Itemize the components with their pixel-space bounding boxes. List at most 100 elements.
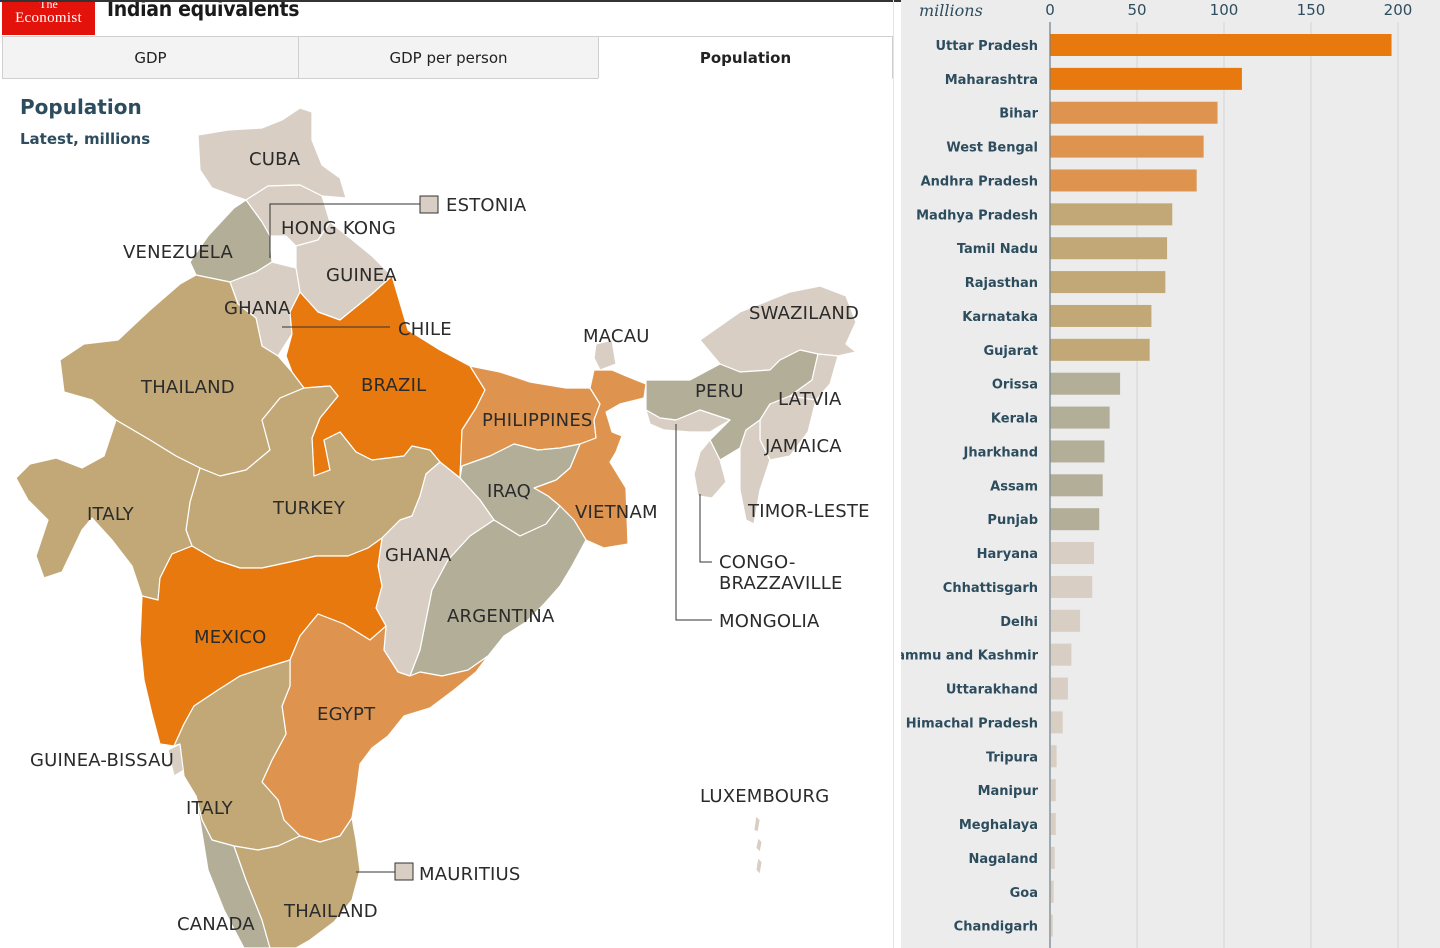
state-label-himachal-pradesh: Himachal Pradesh xyxy=(906,716,1038,731)
bar-nagaland[interactable] xyxy=(1050,846,1055,869)
state-label-goa: Goa xyxy=(1010,886,1038,901)
map-label-ghana: GHANA xyxy=(224,298,291,319)
region-meghalaya[interactable] xyxy=(645,409,731,433)
logo-line-1: The xyxy=(39,0,58,11)
region-tamil-nadu[interactable] xyxy=(233,817,361,948)
map-label-mexico: MEXICO xyxy=(194,627,266,648)
map-label-canada: CANADA xyxy=(177,914,255,935)
map-label-brazil: BRAZIL xyxy=(361,375,426,396)
map-label-brazzaville: BRAZZAVILLE xyxy=(719,573,843,594)
map-label-vietnam: VIETNAM xyxy=(575,502,658,523)
state-label-karnataka: Karnataka xyxy=(962,310,1038,325)
state-label-andhra-pradesh: Andhra Pradesh xyxy=(921,174,1038,189)
state-label-nagaland: Nagaland xyxy=(968,852,1038,867)
bar-maharashtra[interactable] xyxy=(1050,67,1242,90)
tab-population[interactable]: Population xyxy=(598,36,893,79)
header-bar: The Economist Indian equivalents xyxy=(0,0,893,36)
bar-west-bengal[interactable] xyxy=(1050,135,1204,158)
tab-gdp-per-person[interactable]: GDP per person xyxy=(298,36,599,79)
bar-madhya-pradesh[interactable] xyxy=(1050,203,1173,226)
bar-jharkhand[interactable] xyxy=(1050,440,1105,463)
region-tripura[interactable] xyxy=(693,439,727,499)
map-label-iraq: IRAQ xyxy=(487,481,531,502)
bar-rajasthan[interactable] xyxy=(1050,271,1166,294)
x-tick-label-100: 100 xyxy=(1210,1,1239,19)
bar-uttar-pradesh[interactable] xyxy=(1050,34,1392,56)
state-label-maharashtra: Maharashtra xyxy=(945,73,1038,88)
state-label-manipur: Manipur xyxy=(978,784,1039,799)
chart-axis-ticks: 0 50 100 150 200 millions xyxy=(919,1,1412,20)
state-label-tripura: Tripura xyxy=(986,750,1038,765)
bar-delhi[interactable] xyxy=(1050,609,1081,632)
region-west-bengal[interactable] xyxy=(533,369,647,549)
map-label-guinea-bissau: GUINEA-BISSAU xyxy=(30,750,174,771)
state-label-west-bengal: West Bengal xyxy=(946,141,1038,156)
map-label-mauritius: MAURITIUS xyxy=(419,864,521,885)
bar-orissa[interactable] xyxy=(1050,372,1121,395)
map-label-luxembourg: LUXEMBOURG xyxy=(700,786,829,807)
map-label-swaziland: SWAZILAND xyxy=(749,303,859,324)
map-label-turkey: TURKEY xyxy=(272,498,346,519)
bar-meghalaya[interactable] xyxy=(1050,813,1056,836)
map-label-thailand: THAILAND xyxy=(283,901,378,922)
state-label-bihar: Bihar xyxy=(999,107,1038,122)
bar-himachal-pradesh[interactable] xyxy=(1050,711,1063,734)
map-label-mongolia: MONGOLIA xyxy=(719,611,820,632)
x-axis-unit-label: millions xyxy=(919,1,983,20)
bar-tripura[interactable] xyxy=(1050,745,1057,768)
bar-manipur[interactable] xyxy=(1050,779,1056,802)
region-jammu-kashmir[interactable] xyxy=(197,107,347,201)
tab-gdp[interactable]: GDP xyxy=(2,36,299,79)
state-label-chhattisgarh: Chhattisgarh xyxy=(943,581,1038,596)
bar-jammu-and-kashmir[interactable] xyxy=(1050,643,1072,666)
bar-kerala[interactable] xyxy=(1050,406,1110,429)
map-label-venezuela: VENEZUELA xyxy=(123,242,233,263)
lakshadweep-islands xyxy=(753,815,763,875)
state-label-haryana: Haryana xyxy=(977,547,1038,562)
region-sikkim[interactable] xyxy=(593,339,617,371)
map-label-congo: CONGO- xyxy=(719,552,796,573)
state-label-kerala: Kerala xyxy=(991,412,1038,427)
bar-chandigarh[interactable] xyxy=(1050,914,1053,937)
bar-andhra-pradesh[interactable] xyxy=(1050,169,1197,192)
map-label-italy: ITALY xyxy=(87,504,135,525)
state-label-rajasthan: Rajasthan xyxy=(965,276,1038,291)
state-label-madhya-pradesh: Madhya Pradesh xyxy=(916,208,1038,223)
map-label-thailand: THAILAND xyxy=(140,377,235,398)
state-label-delhi: Delhi xyxy=(1000,615,1038,630)
bar-uttarakhand[interactable] xyxy=(1050,677,1068,700)
india-map: CUBA ESTONIA HONG KONG VENEZUELA GUINEA GHANA… xyxy=(15,107,869,948)
bar-karnataka[interactable] xyxy=(1050,304,1152,327)
bar-punjab[interactable] xyxy=(1050,508,1100,531)
x-tick-label-50: 50 xyxy=(1127,1,1146,19)
chart-gridlines xyxy=(1049,22,1399,948)
page-title: Indian equivalents xyxy=(107,0,300,21)
map-panel: CUBA ESTONIA HONG KONG VENEZUELA GUINEA GHANA… xyxy=(0,80,893,948)
panel-divider xyxy=(893,0,894,948)
state-label-jharkhand: Jharkhand xyxy=(962,445,1038,460)
map-label-argentina: ARGENTINA xyxy=(447,606,555,627)
state-label-punjab: Punjab xyxy=(987,513,1038,528)
region-orissa[interactable] xyxy=(409,505,587,677)
map-label-guinea: GUINEA xyxy=(326,265,397,286)
x-tick-label-200: 200 xyxy=(1384,1,1413,19)
bar-chhattisgarh[interactable] xyxy=(1050,575,1093,598)
logo-line-2: Economist xyxy=(15,10,82,26)
bar-haryana[interactable] xyxy=(1050,542,1095,565)
bar-assam[interactable] xyxy=(1050,474,1103,497)
map-label-cuba: CUBA xyxy=(249,149,301,170)
bar-tamil-nadu[interactable] xyxy=(1050,237,1168,260)
bar-bihar[interactable] xyxy=(1050,101,1218,124)
x-tick-label-0: 0 xyxy=(1045,1,1055,19)
state-label-assam: Assam xyxy=(990,479,1038,494)
state-label-tamil-nadu: Tamil Nadu xyxy=(957,242,1038,257)
economist-logo[interactable]: The Economist xyxy=(2,0,95,35)
region-mizoram[interactable] xyxy=(739,419,771,525)
bar-gujarat[interactable] xyxy=(1050,338,1150,361)
map-label-jamaica: JAMAICA xyxy=(764,436,842,457)
state-label-gujarat: Gujarat xyxy=(983,344,1038,359)
population-bar-chart: Uttar Pradesh Maharashtra Bihar West Bengal… xyxy=(901,1,1412,948)
map-label-peru: PERU xyxy=(695,381,744,402)
bar-goa[interactable] xyxy=(1050,880,1054,903)
state-label-uttar-pradesh: Uttar Pradesh xyxy=(935,39,1038,54)
